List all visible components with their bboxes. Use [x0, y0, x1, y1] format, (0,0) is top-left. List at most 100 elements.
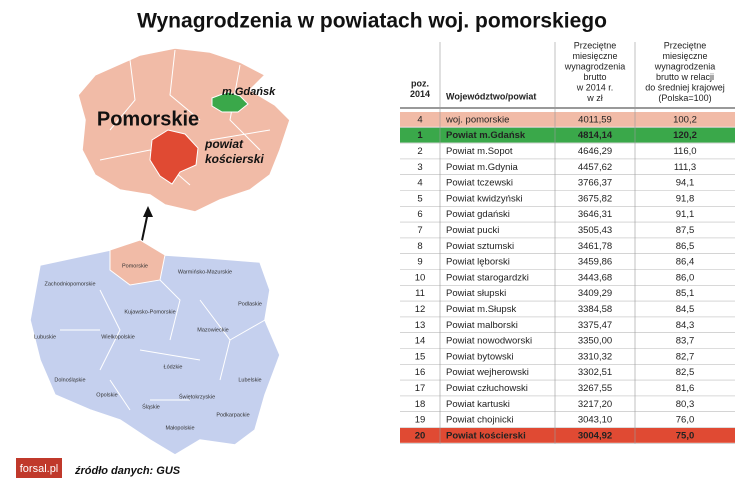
- voivodeship-label: Dolnośląskie: [54, 377, 85, 383]
- table-cell: 3043,10: [578, 415, 612, 426]
- column-header: 2014: [410, 89, 430, 99]
- source: źródło danych: GUS: [74, 465, 181, 477]
- table-cell: Powiat bytowski: [446, 351, 514, 362]
- county-label: powiat: [204, 137, 244, 151]
- table-cell: 4814,14: [578, 130, 613, 141]
- column-header: wynagrodzenia: [654, 61, 716, 71]
- voivodeship-label: Łódzkie: [164, 364, 183, 370]
- voivodeship-label: Małopolskie: [165, 425, 194, 431]
- table-row: [400, 396, 735, 412]
- table-cell: Powiat m.Gdynia: [446, 162, 519, 173]
- table-cell: 17: [415, 383, 426, 394]
- table-cell: 8: [417, 241, 422, 252]
- table-cell: 4646,29: [578, 146, 612, 157]
- table-cell: Powiat malborski: [446, 320, 518, 331]
- column-header: Województwo/powiat: [446, 91, 536, 101]
- table-cell: Powiat m.Sopot: [446, 146, 513, 157]
- table-cell: 2: [417, 146, 422, 157]
- column-header: Przeciętne: [574, 40, 617, 50]
- table-cell: 91,1: [676, 209, 695, 220]
- table-cell: 10: [415, 272, 426, 283]
- table-cell: Powiat m.Słupsk: [446, 304, 516, 315]
- table-cell: Powiat lęborski: [446, 257, 510, 268]
- table-row: [400, 159, 735, 175]
- table-cell: 11: [415, 288, 425, 299]
- table-row: [400, 206, 735, 222]
- table-cell: 116,0: [673, 146, 696, 157]
- table-cell: 3459,86: [578, 257, 612, 268]
- table-cell: 100,2: [673, 114, 697, 125]
- table-cell: 4: [417, 114, 422, 125]
- table-cell: 4: [417, 178, 422, 189]
- voivodeship-label: Warmińsko-Mazurskie: [178, 269, 232, 275]
- pomorskie-map: [77, 47, 291, 213]
- table-cell: Powiat gdański: [446, 209, 510, 220]
- table-row: [400, 317, 735, 333]
- table-cell: 86,4: [676, 257, 695, 268]
- table-row: [400, 333, 735, 348]
- voivodeship-label: Śląskie: [142, 402, 160, 410]
- table-cell: Powiat tczewski: [446, 178, 513, 189]
- poland-map: [29, 239, 281, 456]
- table-cell: 3505,43: [578, 225, 612, 236]
- column-header: w zł: [586, 93, 603, 103]
- table-cell: Powiat kościerski: [446, 430, 526, 441]
- table-cell: Powiat człuchowski: [446, 383, 528, 394]
- table-cell: 3375,47: [578, 320, 612, 331]
- column-header: do średniej krajowej: [645, 82, 725, 92]
- table-cell: 91,8: [676, 193, 695, 204]
- table-cell: 5: [417, 193, 422, 204]
- table-cell: 3384,58: [578, 304, 612, 315]
- table-cell: 86,0: [676, 272, 695, 283]
- table-cell: 3: [417, 162, 422, 173]
- table-cell: 3461,78: [578, 241, 612, 252]
- table-row: [400, 270, 735, 285]
- table-cell: Powiat nowodworski: [446, 336, 532, 347]
- table-cell: 75,0: [676, 430, 695, 441]
- table-cell: 13: [415, 320, 426, 331]
- table-row: [400, 301, 735, 317]
- table-cell: Powiat wejherowski: [446, 367, 529, 378]
- voivodeship-label: Podkarpackie: [216, 412, 249, 418]
- table-cell: 7: [417, 225, 422, 236]
- table-cell: 84,3: [676, 320, 695, 331]
- table-row: [400, 143, 735, 159]
- table-cell: Powiat sztumski: [446, 241, 514, 252]
- voivodeship-label: Wielkopolskie: [101, 334, 135, 340]
- table-cell: Powiat starogardzki: [446, 272, 529, 283]
- table-cell: 86,5: [676, 241, 695, 252]
- table-cell: 3004,92: [578, 430, 612, 441]
- table-cell: 14: [415, 336, 426, 347]
- table-cell: 87,5: [676, 225, 695, 236]
- table-row: [400, 175, 735, 190]
- table-cell: 12: [415, 304, 426, 315]
- table-row: [400, 222, 735, 238]
- table-cell: 3267,55: [578, 383, 612, 394]
- table-row: [400, 254, 735, 269]
- table-cell: Powiat chojnicki: [446, 415, 514, 426]
- voivodeship-label: Pomorskie: [122, 263, 148, 269]
- table-cell: 3409,29: [578, 288, 612, 299]
- table-cell: 1: [417, 130, 423, 141]
- voivodeship-label: Podlaskie: [238, 301, 262, 307]
- table-cell: 3675,82: [578, 193, 612, 204]
- voivodeship-label: Lubelskie: [238, 377, 261, 383]
- table-cell: Powiat m.Gdańsk: [446, 130, 526, 141]
- region-label: Pomorskie: [97, 108, 199, 130]
- table-cell: 3443,68: [578, 272, 612, 283]
- table-cell: woj. pomorskie: [445, 114, 509, 125]
- table-row: [400, 428, 735, 443]
- column-header: w 2014 r.: [576, 82, 614, 92]
- table-row: [400, 112, 735, 127]
- county-label: kościerski: [205, 152, 264, 166]
- table-row: [400, 364, 735, 380]
- table-row: [400, 238, 735, 254]
- table-cell: 82,5: [676, 367, 695, 378]
- voivodeship-label: Świętokrzyskie: [179, 392, 215, 400]
- table-cell: 81,6: [676, 383, 695, 394]
- table-cell: Powiat kwidzyński: [446, 193, 523, 204]
- table-cell: 3217,20: [578, 399, 612, 410]
- table-cell: 83,7: [676, 336, 695, 347]
- table-cell: 82,7: [676, 351, 695, 362]
- table-cell: Powiat kartuski: [446, 399, 510, 410]
